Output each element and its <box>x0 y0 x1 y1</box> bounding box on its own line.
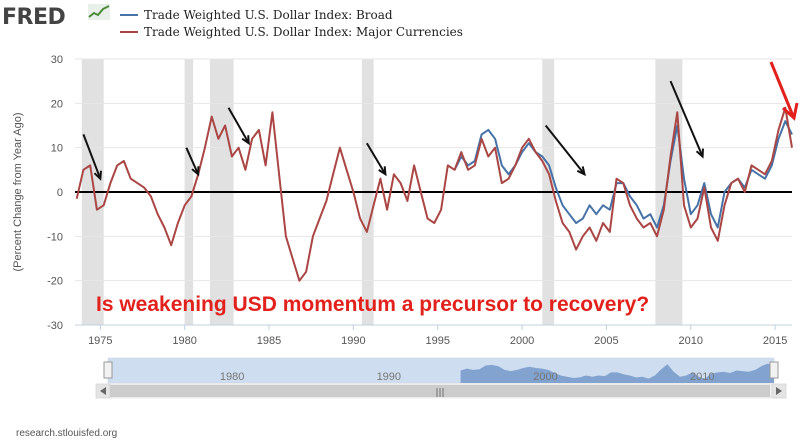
navigator-label: 2010 <box>690 371 714 383</box>
y-tick-label: 0 <box>57 187 63 199</box>
x-tick-label: 1990 <box>341 335 365 347</box>
navigator-labels: 1980 1990 2000 2010 <box>220 371 715 383</box>
x-tick-label: 2005 <box>594 335 618 347</box>
chart-header: FRED Trade Weighted U.S. Dollar Index: B… <box>0 0 804 48</box>
x-tick-label: 2010 <box>679 335 703 347</box>
navigator-scroll-thumb[interactable] <box>110 385 770 397</box>
x-tick-label: 2015 <box>763 335 787 347</box>
navigator-right-handle[interactable] <box>769 361 779 379</box>
y-tick-label: -10 <box>47 231 63 243</box>
series-line-major <box>75 106 793 282</box>
annotation-arrow <box>544 124 586 175</box>
series-lines <box>75 106 793 282</box>
x-tick-label: 1980 <box>172 335 196 347</box>
arrowhead-icon <box>378 166 387 177</box>
annotation-arrow <box>366 142 387 175</box>
fred-chart-icon <box>88 4 110 20</box>
scroll-thumb-grip-icon: ||| <box>435 388 444 398</box>
annotation-arrow <box>82 134 102 180</box>
y-tick-label: 30 <box>51 54 63 66</box>
legend-item-major[interactable]: Trade Weighted U.S. Dollar Index: Major … <box>120 25 463 39</box>
arrowhead-icon <box>576 166 586 177</box>
navigator-left-handle[interactable] <box>103 361 113 379</box>
legend-swatch-major <box>120 30 138 33</box>
scroll-left-arrow-icon <box>100 387 106 395</box>
annotation-arrows <box>82 61 799 181</box>
arrowhead-icon <box>695 148 704 159</box>
x-tick-label: 1995 <box>425 335 449 347</box>
annotation-arrow-red <box>769 61 795 117</box>
x-tick-labels: 1975 1980 1985 1990 1995 2000 2005 2010 2015 <box>88 325 787 347</box>
annotation-headline: Is weakening USD momentum a precursor to… <box>96 293 650 316</box>
arrowhead-icon <box>191 166 200 177</box>
arrowhead-icon <box>93 170 102 181</box>
legend-label-major: Trade Weighted U.S. Dollar Index: Major … <box>144 25 463 39</box>
series-line-broad <box>453 120 793 229</box>
annotation-arrow <box>669 80 704 157</box>
legend-swatch-broad <box>120 13 138 16</box>
x-tick-label: 2000 <box>510 335 534 347</box>
legend-label-broad: Trade Weighted U.S. Dollar Index: Broad <box>144 8 393 22</box>
grid-lines <box>75 58 792 326</box>
arrowhead-red-icon <box>781 102 799 121</box>
y-tick-label: 10 <box>51 143 63 155</box>
y-tick-label: 20 <box>51 98 63 110</box>
y-tick-label: -30 <box>47 320 63 332</box>
x-tick-label: 1975 <box>88 335 112 347</box>
navigator-area <box>460 363 774 383</box>
fred-logo[interactable]: FRED <box>2 5 66 30</box>
navigator-label: 1980 <box>220 371 244 383</box>
source-link[interactable]: research.stlouisfed.org <box>16 428 118 439</box>
arrowhead-icon <box>241 135 250 146</box>
scroll-right-arrow-icon <box>776 387 782 395</box>
x-tick-label: 1985 <box>257 335 281 347</box>
y-axis-label: (Percent Change from Year Ago) <box>12 113 24 272</box>
annotation-arrow <box>185 147 200 175</box>
range-navigator[interactable]: 1980 1990 2000 2010 ||| <box>95 357 787 399</box>
legend-item-broad[interactable]: Trade Weighted U.S. Dollar Index: Broad <box>120 8 393 22</box>
navigator-label: 2000 <box>533 371 557 383</box>
y-tick-labels: -30 -20 -10 0 10 20 30 <box>47 54 63 332</box>
navigator-label: 1990 <box>377 371 401 383</box>
annotation-arrow <box>227 107 250 144</box>
y-tick-label: -20 <box>47 276 63 288</box>
